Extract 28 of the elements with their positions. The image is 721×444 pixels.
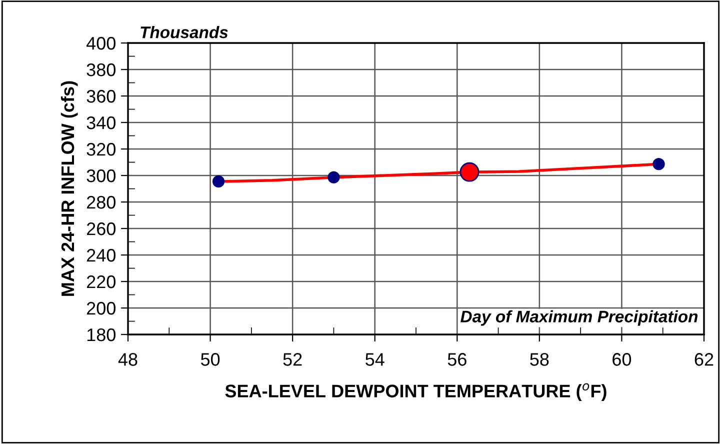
y-tick-label: 320 bbox=[86, 142, 116, 156]
y-axis-title: MAX 24-HR INFLOW (cfs) bbox=[60, 81, 78, 296]
y-tick-label: 200 bbox=[86, 302, 116, 315]
x-axis-title: SEA-LEVEL DEWPOINT TEMPERATURE ($^{o}$F) bbox=[225, 383, 606, 402]
y-tick-label: 380 bbox=[86, 63, 116, 76]
y-tick-label: 400 bbox=[86, 36, 116, 50]
point bbox=[328, 171, 340, 184]
point bbox=[652, 158, 665, 170]
x-tick-label: 56 bbox=[448, 353, 466, 366]
x-tick-label: 52 bbox=[283, 353, 302, 366]
y-tick-label: 360 bbox=[86, 90, 116, 103]
x-tick-label: 48 bbox=[118, 353, 138, 366]
y-tick-label: 260 bbox=[86, 222, 116, 236]
x-tick-label: 50 bbox=[200, 353, 220, 366]
point bbox=[460, 162, 480, 182]
point bbox=[212, 175, 225, 188]
y-tick-label: 340 bbox=[86, 116, 116, 130]
annotation: Day of Maximum Precipitation bbox=[460, 310, 698, 326]
x-tick-label: 54 bbox=[366, 353, 384, 366]
y-tick-label: 240 bbox=[86, 248, 116, 262]
y-tick-label: 280 bbox=[86, 196, 116, 209]
x-tick-label: 60 bbox=[612, 353, 632, 366]
y-tick-label: 220 bbox=[86, 275, 116, 288]
x-tick-label: 62 bbox=[694, 353, 714, 366]
y-tick-label: 180 bbox=[87, 328, 116, 342]
y-tick-label: 300 bbox=[86, 169, 116, 182]
text: Thousands bbox=[140, 26, 228, 38]
x-tick-label: 58 bbox=[530, 353, 549, 366]
